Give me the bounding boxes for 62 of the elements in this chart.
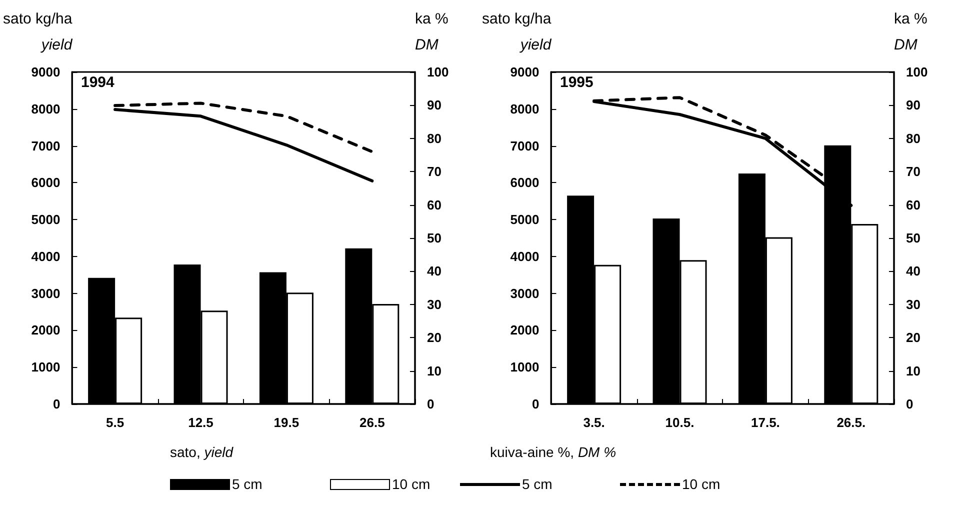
- y2-tick-label: 20: [427, 330, 442, 346]
- y2-axis-title: ka % DM: [415, 10, 448, 54]
- x-tick-label: 19.5: [274, 415, 300, 430]
- x-tick-label: 17.5.: [750, 415, 780, 430]
- legend-label: 5 cm: [522, 476, 552, 492]
- y-tick-label: 3000: [31, 286, 60, 301]
- y2-tick-label: 40: [427, 264, 442, 279]
- y-tick-label: 1000: [510, 360, 540, 375]
- legend-title: sato, yield: [170, 444, 234, 460]
- y2-tick-label: 50: [906, 230, 920, 246]
- legend-label: 10 cm: [682, 476, 720, 492]
- legend-title: kuiva-aine %, DM %: [490, 444, 616, 460]
- y2-tick-label: 100: [427, 64, 449, 80]
- y-tick-label: 0: [532, 396, 540, 412]
- x-tick-label: 12.5: [188, 415, 214, 430]
- y2-tick-label: 100: [906, 64, 928, 80]
- y2-tick-label: 60: [427, 197, 442, 212]
- y-tick-label: 4000: [510, 248, 540, 264]
- y2-tick-label: 30: [427, 296, 442, 312]
- y2-tick-label: 90: [427, 98, 442, 113]
- y-tick-label: 2000: [31, 322, 60, 338]
- legend-label: 10 cm: [392, 476, 430, 492]
- chart-title: 1994: [81, 74, 116, 91]
- y-tick-label: 5000: [510, 212, 540, 228]
- y-tick-label: 3000: [510, 286, 540, 301]
- y-tick-label: 0: [52, 396, 60, 412]
- y-tick-label: 8000: [31, 101, 60, 116]
- y-tick-label: 6000: [31, 175, 60, 190]
- y-tick-label: 6000: [510, 175, 540, 190]
- y2-tick-label: 30: [906, 296, 920, 312]
- y2-tick-label: 40: [906, 264, 920, 279]
- x-tick-label: 5.5: [106, 415, 124, 430]
- legend-label: 5 cm: [232, 476, 262, 492]
- y-tick-label: 5000: [31, 212, 60, 228]
- y-tick-label: 1000: [31, 360, 60, 375]
- y2-tick-label: 80: [427, 130, 442, 146]
- y-tick-label: 7000: [510, 138, 540, 154]
- x-tick-label: 26.5.: [836, 415, 866, 430]
- y-axis-title: sato kg/ha yield: [482, 10, 552, 54]
- y2-tick-label: 80: [906, 130, 920, 146]
- y-tick-label: 8000: [510, 101, 540, 116]
- y2-tick-label: 10: [906, 363, 920, 378]
- y2-tick-label: 60: [906, 197, 920, 212]
- y-tick-label: 4000: [31, 248, 60, 264]
- y2-tick-label: 70: [427, 164, 442, 180]
- y2-tick-label: 90: [906, 98, 920, 113]
- y2-tick-label: 70: [906, 164, 920, 180]
- y2-tick-label: 0: [427, 396, 434, 412]
- y-tick-label: 2000: [510, 322, 540, 338]
- y-tick-label: 9000: [31, 64, 60, 80]
- y2-axis-title: ka % DM: [894, 10, 928, 54]
- y-axis-title: sato kg/ha yield: [2, 10, 73, 54]
- y-tick-label: 9000: [510, 64, 540, 80]
- x-tick-label: 3.5.: [583, 415, 605, 430]
- x-tick-label: 10.5.: [665, 415, 694, 430]
- y2-tick-label: 0: [906, 396, 914, 412]
- y2-tick-label: 50: [427, 230, 442, 246]
- chart-title: 1995: [560, 74, 594, 91]
- y2-tick-label: 20: [906, 330, 920, 346]
- x-tick-label: 26.5: [359, 415, 385, 430]
- y2-tick-label: 10: [427, 363, 442, 378]
- y-tick-label: 7000: [31, 138, 60, 154]
